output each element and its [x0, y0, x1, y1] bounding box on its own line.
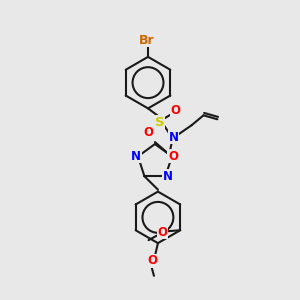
Text: Br: Br	[139, 34, 155, 46]
Text: S: S	[155, 116, 165, 129]
Text: N: N	[169, 130, 179, 144]
Text: O: O	[171, 104, 181, 117]
Text: O: O	[168, 150, 178, 163]
Text: O: O	[158, 226, 167, 239]
Text: N: N	[162, 170, 172, 183]
Text: O: O	[143, 126, 153, 139]
Text: O: O	[147, 254, 157, 268]
Text: N: N	[131, 150, 141, 163]
